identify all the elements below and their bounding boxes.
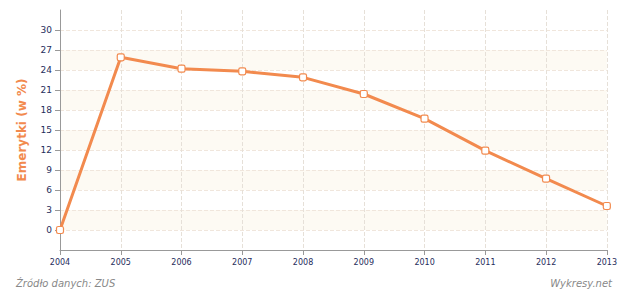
svg-text:12: 12 xyxy=(41,145,52,155)
svg-text:30: 30 xyxy=(41,25,53,35)
svg-text:21: 21 xyxy=(41,85,52,95)
svg-text:Wykresy.net: Wykresy.net xyxy=(550,278,613,289)
svg-text:3: 3 xyxy=(46,205,52,215)
svg-text:2009: 2009 xyxy=(354,258,374,267)
svg-text:2007: 2007 xyxy=(232,258,252,267)
svg-text:Źródło danych: ZUS: Źródło danych: ZUS xyxy=(15,277,116,289)
svg-text:2012: 2012 xyxy=(536,258,556,267)
svg-text:6: 6 xyxy=(46,185,52,195)
svg-text:18: 18 xyxy=(41,105,53,115)
svg-text:2008: 2008 xyxy=(293,258,313,267)
svg-text:9: 9 xyxy=(46,165,52,175)
svg-text:27: 27 xyxy=(41,45,52,55)
svg-text:0: 0 xyxy=(46,225,52,235)
svg-text:2010: 2010 xyxy=(414,258,434,267)
svg-text:24: 24 xyxy=(41,65,53,75)
svg-text:2013: 2013 xyxy=(597,258,617,267)
svg-text:15: 15 xyxy=(41,125,52,135)
svg-text:2011: 2011 xyxy=(475,258,495,267)
svg-text:2006: 2006 xyxy=(171,258,191,267)
svg-text:2004: 2004 xyxy=(50,258,70,267)
svg-text:Emerytki (w %): Emerytki (w %) xyxy=(15,79,29,182)
svg-text:2005: 2005 xyxy=(111,258,131,267)
